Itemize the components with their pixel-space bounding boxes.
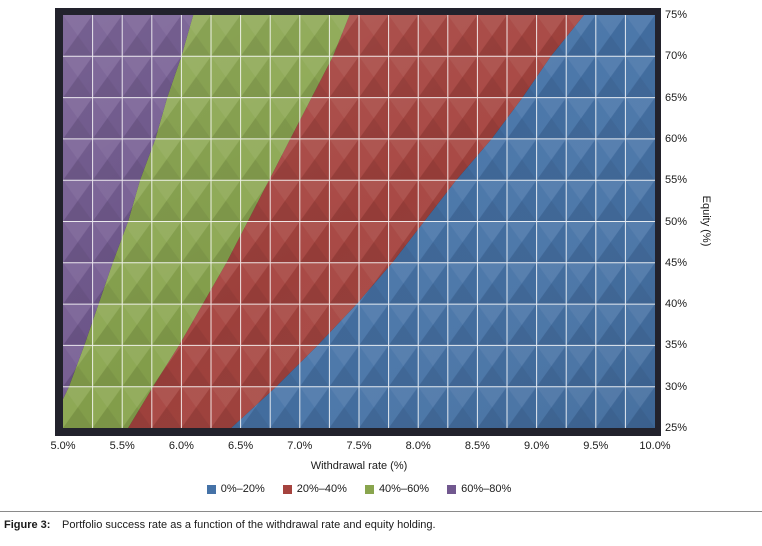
figure-label: Figure 3: bbox=[4, 519, 51, 531]
legend-swatch bbox=[364, 484, 374, 494]
legend: 0%–20% 20%–40% 40%–60% 60%–80% bbox=[63, 483, 655, 495]
y-tick-label: 40% bbox=[665, 298, 688, 311]
legend-swatch bbox=[206, 484, 216, 494]
y-tick-label: 35% bbox=[665, 339, 688, 352]
legend-item: 40%–60% bbox=[364, 483, 430, 495]
legend-swatch bbox=[282, 484, 292, 494]
x-tick-label: 10.0% bbox=[639, 440, 671, 452]
legend-label: 60%–80% bbox=[461, 483, 512, 495]
y-tick-label: 65% bbox=[665, 91, 688, 104]
figure-caption: Figure 3: Portfolio success rate as a fu… bbox=[4, 519, 436, 531]
legend-label: 40%–60% bbox=[378, 483, 430, 495]
plot-frame bbox=[55, 8, 661, 436]
gridlines bbox=[63, 15, 655, 428]
y-tick-label: 55% bbox=[665, 174, 688, 187]
x-tick-label: 6.5% bbox=[228, 440, 254, 452]
x-tick-label: 5.0% bbox=[50, 440, 76, 452]
x-tick-label: 5.5% bbox=[109, 440, 135, 452]
y-tick-label: 30% bbox=[665, 380, 688, 393]
x-tick-label: 6.0% bbox=[168, 440, 194, 452]
y-tick-label: 75% bbox=[665, 9, 688, 21]
legend-swatch bbox=[447, 484, 457, 494]
legend-item: 0%–20% bbox=[206, 483, 265, 495]
y-tick-label: 70% bbox=[665, 50, 688, 63]
x-tick-label: 7.0% bbox=[287, 440, 313, 452]
x-axis-labels: 5.0% 5.5% 6.0% 6.5% 7.0% 7.5% 8.0% 8.5% 9.0% 9.5%… bbox=[0, 440, 762, 454]
y-tick-label: 50% bbox=[665, 215, 688, 228]
caption-divider bbox=[0, 511, 762, 512]
x-tick-label: 7.5% bbox=[346, 440, 372, 452]
legend-label: 20%–40% bbox=[296, 483, 347, 495]
y-tick-label: 45% bbox=[665, 256, 688, 269]
x-tick-label: 9.0% bbox=[524, 440, 550, 452]
legend-label: 0%–20% bbox=[220, 483, 265, 495]
y-axis-title: Equity (%) bbox=[700, 195, 712, 247]
legend-item: 60%–80% bbox=[447, 483, 511, 495]
x-tick-label: 9.5% bbox=[583, 440, 609, 452]
x-tick-label: 8.5% bbox=[464, 440, 490, 452]
caption-text: Portfolio success rate as a function of … bbox=[62, 519, 436, 531]
contour-plot bbox=[63, 15, 655, 428]
y-tick-label: 60% bbox=[665, 132, 688, 145]
x-tick-label: 8.0% bbox=[405, 440, 431, 452]
y-tick-label: 25% bbox=[665, 422, 688, 434]
x-axis-title: Withdrawal rate (%) bbox=[310, 460, 408, 472]
legend-item: 20%–40% bbox=[282, 483, 347, 495]
